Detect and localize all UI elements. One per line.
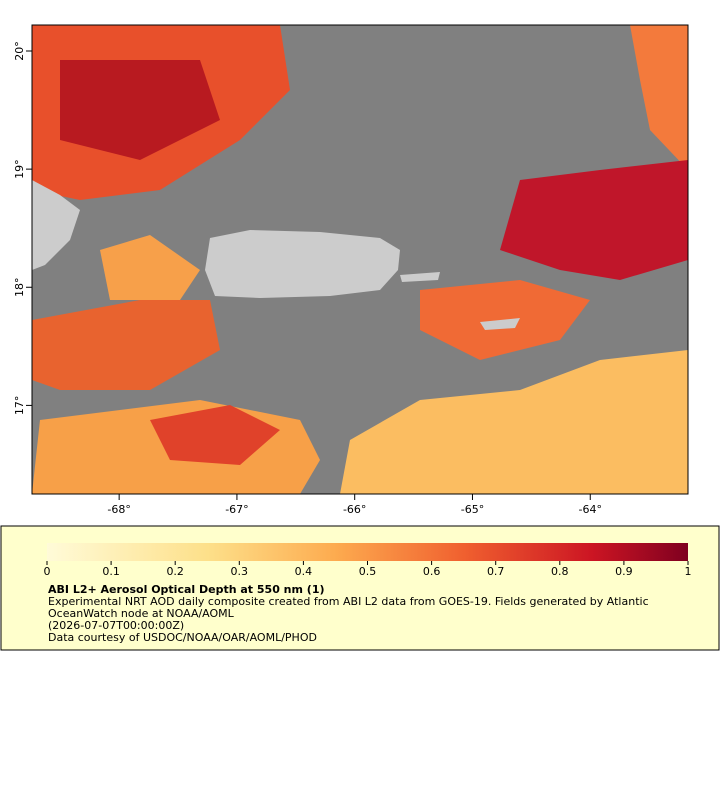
y-tick-label: 19° [13,159,26,179]
x-tick-label: -67° [225,503,248,516]
x-tick-label: -65° [461,503,484,516]
map-area [32,25,688,494]
aerosol-patch [32,300,220,390]
legend-text: (2026-07-07T00:00:00Z) [48,619,184,632]
aerosol-patch [340,350,688,494]
aerosol-patch [150,405,280,465]
aerosol-patch [100,235,200,300]
colorbar-tick-label: 0.6 [423,565,441,578]
land [205,230,400,298]
colorbar-tick-label: 0.3 [231,565,249,578]
colorbar-tick-label: 0.8 [551,565,569,578]
land [480,318,520,330]
x-tick-label: -64° [579,503,602,516]
x-tick-label: -66° [343,503,366,516]
aerosol-patch [500,160,688,280]
aerosol-patch [60,60,220,160]
colorbar-tick-label: 0.5 [359,565,377,578]
legend-text: Experimental NRT AOD daily composite cre… [48,595,649,608]
land [400,272,440,282]
plot-frame [31,24,689,495]
colorbar-tick-label: 0.9 [615,565,633,578]
colorbar-tick-label: 0.1 [102,565,120,578]
legend-text: OceanWatch node at NOAA/AOML [48,607,235,620]
aerosol-patch [630,25,688,170]
y-tick-label: 18° [13,278,26,298]
land [32,180,80,270]
colorbar-tick-label: 0.2 [166,565,184,578]
y-tick-label: 20° [13,41,26,61]
legend-text: Data courtesy of USDOC/NOAA/OAR/AOML/PHO… [48,631,317,644]
colorbar [47,543,688,561]
colorbar-tick-label: 0.4 [295,565,313,578]
colorbar-tick-label: 0 [44,565,51,578]
legend-title: ABI L2+ Aerosol Optical Depth at 550 nm … [48,583,325,596]
colorbar-tick-label: 0.7 [487,565,505,578]
colorbar-tick-label: 1 [685,565,692,578]
y-tick-label: 17° [13,396,26,416]
x-tick-label: -68° [107,503,130,516]
